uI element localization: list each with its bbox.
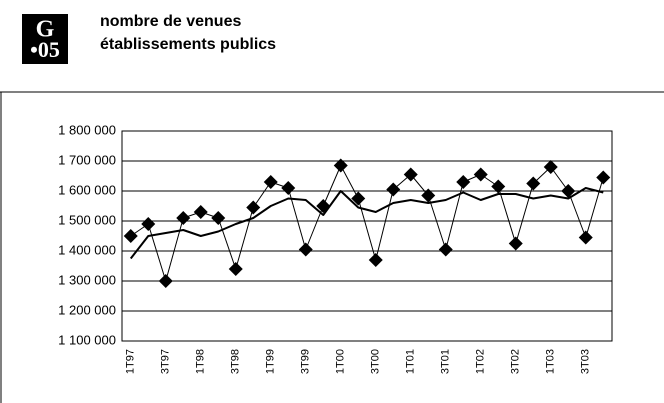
diamond-marker xyxy=(281,181,296,195)
plot-frame xyxy=(121,130,613,342)
x-tick-label: 1T99 xyxy=(265,349,277,374)
series-line xyxy=(130,165,604,282)
diamond-marker xyxy=(333,158,348,173)
diamond-marker xyxy=(246,200,261,215)
diamond-marker xyxy=(596,170,611,185)
diamond-marker xyxy=(176,211,191,225)
diamond-marker xyxy=(298,242,313,257)
y-tick-label: 1 300 000 xyxy=(58,272,116,287)
x-tick-label: 3T99 xyxy=(300,349,312,374)
chart-subtitle: établissements publics xyxy=(100,36,276,53)
badge-number: •05 xyxy=(30,37,60,62)
y-tick-label: 1 200 000 xyxy=(58,302,116,317)
x-tick-label: 3T00 xyxy=(370,349,382,374)
y-tick-label: 1 700 000 xyxy=(58,152,116,167)
y-tick-label: 1 800 000 xyxy=(58,122,116,137)
diamond-marker xyxy=(158,274,173,288)
diamond-marker xyxy=(578,230,593,245)
diamond-marker xyxy=(386,182,401,197)
y-tick-label: 1 100 000 xyxy=(58,332,116,347)
diamond-marker xyxy=(351,191,366,206)
chart-title: nombre de venues xyxy=(100,13,241,30)
series-line xyxy=(129,187,604,260)
diamond-marker xyxy=(438,242,453,257)
x-tick-label: 3T03 xyxy=(580,349,592,374)
x-tick-label: 3T01 xyxy=(440,349,452,374)
plot: 1 100 000 1 200 000 1 300 000 1 400 000 1 50… xyxy=(58,122,613,374)
diamond-marker xyxy=(228,262,243,276)
diamond-marker xyxy=(211,211,226,225)
x-tick-label: 1T98 xyxy=(195,349,207,374)
x-tick-label: 1T03 xyxy=(545,349,557,374)
x-tick-label: 3T02 xyxy=(510,349,522,374)
badge-letter: G xyxy=(36,17,55,43)
diamond-marker xyxy=(421,188,436,203)
diamond-marker xyxy=(473,167,488,182)
y-tick-label: 1 600 000 xyxy=(58,182,116,197)
x-tick-label: 1T01 xyxy=(405,349,417,374)
diamond-marker xyxy=(403,167,418,182)
diamond-marker xyxy=(123,229,138,243)
x-tick-label: 3T98 xyxy=(230,349,242,374)
diamond-marker xyxy=(193,205,208,219)
diamond-marker xyxy=(561,184,576,198)
x-tick-label: 1T00 xyxy=(335,349,347,374)
y-tick-label: 1 500 000 xyxy=(58,212,116,227)
diamond-marker xyxy=(491,179,506,194)
diamond-marker xyxy=(456,175,471,189)
diamond-marker xyxy=(508,236,523,251)
y-tick-label: 1 400 000 xyxy=(58,242,116,257)
diamond-marker xyxy=(141,217,156,231)
diamond-marker xyxy=(526,176,541,191)
x-tick-label: 1T02 xyxy=(475,349,487,374)
badge xyxy=(22,14,68,64)
diamond-marker xyxy=(368,253,383,267)
x-tick-label: 1T97 xyxy=(125,349,137,374)
x-tick-label: 3T97 xyxy=(160,349,172,374)
diamond-marker xyxy=(543,160,558,174)
diamond-marker xyxy=(263,175,278,189)
